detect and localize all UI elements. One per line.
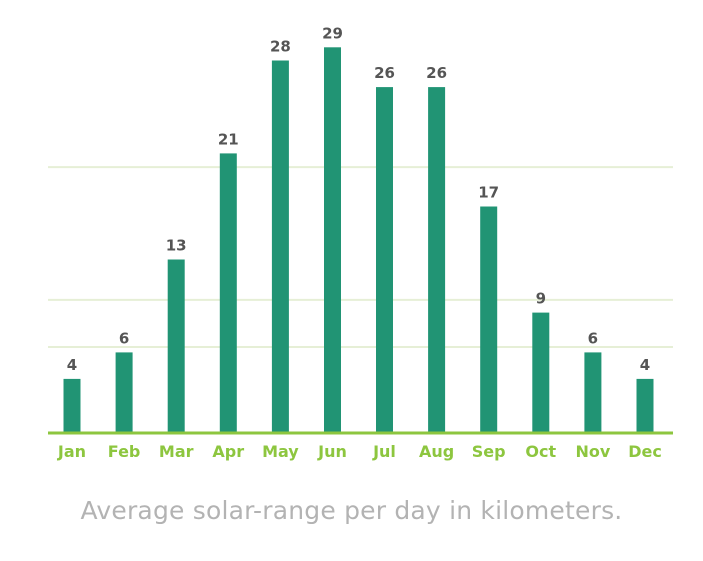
- data-label-jan: 4: [67, 356, 77, 374]
- data-label-nov: 6: [588, 329, 598, 347]
- x-tick-aug: Aug: [419, 442, 454, 461]
- bar-aug: [428, 87, 446, 432]
- bar-apr: [219, 153, 237, 432]
- bar-dec: [636, 378, 654, 432]
- gridlines: [48, 166, 673, 348]
- data-label-jun: 29: [322, 24, 343, 42]
- bar-feb: [115, 352, 133, 432]
- data-label-may: 28: [270, 38, 291, 56]
- bars: [63, 47, 654, 433]
- x-tick-dec: Dec: [628, 442, 662, 461]
- x-tick-mar: Mar: [159, 442, 194, 461]
- data-label-jul: 26: [374, 64, 395, 82]
- chart-caption: Average solar-range per day in kilometer…: [80, 496, 623, 525]
- bar-mar: [167, 259, 185, 432]
- x-tick-jul: Jul: [372, 442, 396, 461]
- bar-sep: [480, 206, 498, 432]
- x-tick-may: May: [262, 442, 299, 461]
- x-tick-apr: Apr: [212, 442, 244, 461]
- x-tick-feb: Feb: [108, 442, 141, 461]
- data-label-oct: 9: [536, 290, 546, 308]
- bar-jan: [63, 378, 81, 432]
- data-label-mar: 13: [166, 237, 187, 255]
- data-label-dec: 4: [640, 356, 650, 374]
- x-tick-jun: Jun: [317, 442, 347, 461]
- bar-oct: [532, 312, 550, 432]
- bar-jun: [324, 47, 341, 433]
- data-labels: 4 6 13 21 28 29 26 26 17 9 6 4: [67, 24, 650, 374]
- data-label-sep: 17: [478, 184, 499, 202]
- x-tick-sep: Sep: [472, 442, 506, 461]
- data-label-feb: 6: [119, 329, 129, 347]
- bar-nov: [584, 352, 602, 432]
- data-label-apr: 21: [218, 130, 239, 148]
- x-tick-nov: Nov: [575, 442, 610, 461]
- bar-jul: [376, 87, 393, 432]
- x-tick-labels: Jan Feb Mar Apr May Jun Jul Aug Sep Oct Nov Dec: [57, 442, 662, 461]
- bar-may: [271, 60, 289, 432]
- x-tick-jan: Jan: [57, 442, 86, 461]
- data-label-aug: 26: [426, 64, 447, 82]
- x-tick-oct: Oct: [525, 442, 556, 461]
